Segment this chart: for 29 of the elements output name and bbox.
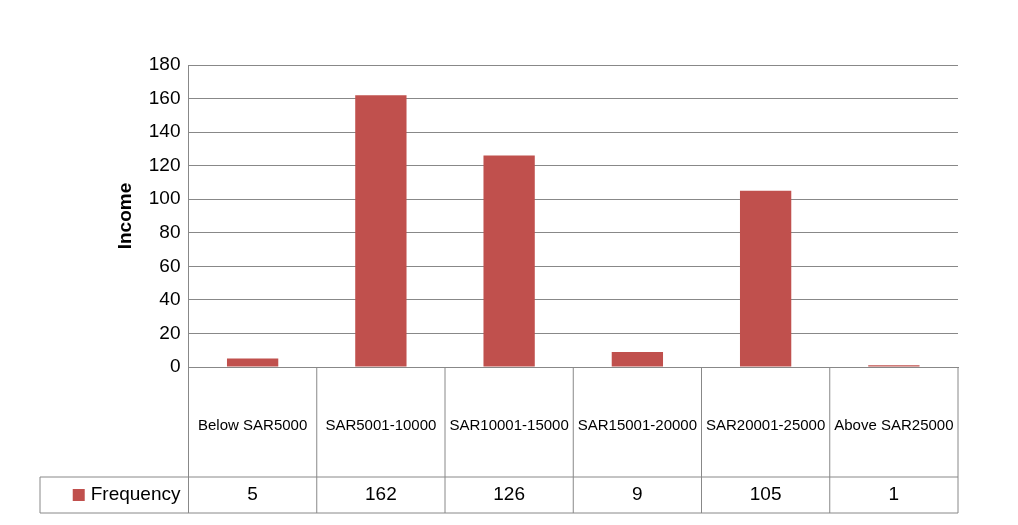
y-tick-label: 100 — [148, 187, 181, 209]
y-tick-label: 180 — [148, 53, 181, 75]
data-label: 105 — [749, 483, 782, 505]
data-label: 5 — [247, 483, 258, 505]
data-label: 1 — [888, 483, 900, 505]
y-tick-label: 40 — [159, 288, 181, 310]
x-tick-label: SAR5001-10000 — [325, 416, 437, 434]
bar — [483, 155, 535, 367]
y-tick-label: 20 — [159, 321, 181, 343]
y-axis-title: Income — [113, 182, 135, 250]
legend-label: Frequency — [90, 483, 181, 505]
data-label: 162 — [365, 483, 397, 505]
y-tick-label: 140 — [148, 120, 181, 142]
bar — [226, 358, 279, 367]
y-tick-label: 60 — [159, 254, 181, 276]
x-tick-label: SAR10001-15000 — [449, 416, 569, 434]
bar — [611, 351, 664, 367]
y-tick-label: 0 — [169, 355, 181, 377]
bar — [739, 190, 792, 367]
x-tick-label: SAR15001-20000 — [577, 416, 698, 434]
x-tick-label: Above SAR25000 — [834, 416, 954, 434]
y-tick-label: 160 — [148, 86, 181, 108]
data-label: 9 — [632, 483, 643, 505]
y-tick-label: 80 — [159, 221, 181, 243]
data-label: 126 — [493, 483, 525, 505]
y-tick-label: 120 — [148, 153, 181, 175]
x-tick-label: SAR20001-25000 — [705, 416, 826, 434]
bar — [355, 95, 407, 367]
x-tick-label: Below SAR5000 — [198, 416, 308, 434]
